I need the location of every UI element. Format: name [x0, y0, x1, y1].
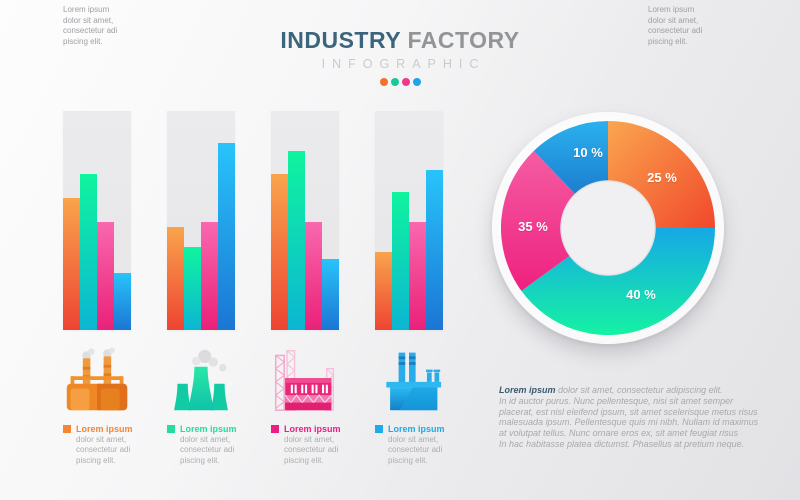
header-dot: [390, 78, 399, 86]
legend-title: Lorem ipsum: [76, 424, 133, 434]
pink-bar: [305, 222, 322, 330]
donut-percent-label: 40 %: [626, 287, 656, 302]
bar-panel-2: [167, 111, 235, 330]
orange-bar: [375, 252, 392, 330]
legend-item-3: Lorem ipsum dolor sit amet, consectetur ad…: [271, 424, 363, 466]
green-bar: [184, 247, 201, 330]
page-title: INDUSTRY FACTORY: [0, 27, 800, 54]
legend-item-2: Lorem ipsum dolor sit amet, consectetur ad…: [167, 424, 259, 466]
green-bar: [392, 192, 409, 330]
orange-factory-icon: [63, 347, 131, 413]
pink-bar: [409, 222, 426, 330]
bar-panel-4: [375, 111, 443, 330]
corner-note-right: Lorem ipsum dolor sit amet, consectetur …: [648, 5, 702, 47]
description-line: In hac habitasse platea dictumst. Phasel…: [499, 438, 745, 449]
title-factory: FACTORY: [407, 27, 520, 53]
blue-bar: [218, 143, 235, 330]
blue-bar: [114, 273, 131, 330]
legend-body-line: consectetur adi: [76, 445, 131, 454]
corner-note-line: piscing elit.: [648, 36, 688, 46]
pink-bar: [97, 222, 114, 330]
page-subtitle: INFOGRAPHIC: [321, 57, 486, 71]
title-industry: INDUSTRY: [280, 27, 401, 53]
donut-percent-label: 35 %: [518, 219, 548, 234]
bar-panel-1: [63, 111, 131, 330]
corner-note-line: Lorem ipsum: [63, 5, 110, 14]
corner-note-line: Lorem ipsum: [648, 5, 695, 14]
description-line: Lorem ipsum dolor sit amet, consectetur …: [499, 385, 771, 396]
legend-swatch: [375, 425, 383, 433]
corner-note-line: consectetur adi: [63, 26, 118, 35]
orange-bar: [63, 198, 80, 330]
legend-swatch: [63, 425, 71, 433]
description-lead: Lorem ipsum: [499, 385, 556, 395]
legend-body-line: piscing elit.: [388, 455, 428, 465]
header-dots: [0, 78, 800, 86]
legend-swatch: [271, 425, 279, 433]
corner-note-left: Lorem ipsum dolor sit amet, consectetur …: [63, 5, 117, 47]
legend-body-line: dolor sit amet,: [76, 434, 127, 444]
pink-bar: [201, 222, 218, 330]
donut-segment-40: [521, 228, 715, 335]
header-dot: [412, 78, 421, 86]
legend-title: Lorem ipsum: [388, 424, 445, 434]
orange-bar: [271, 174, 288, 330]
legend-body-line: dolor sit amet,: [388, 434, 439, 444]
legend-swatch: [167, 425, 175, 433]
description-line: In id auctor purus. Nunc pellentesque, n…: [499, 395, 734, 406]
legend-item-1: Lorem ipsum dolor sit amet, consectetur ad…: [63, 424, 155, 466]
orange-bar: [167, 227, 184, 330]
donut-percent-label: 25 %: [647, 170, 677, 185]
donut-segment-35: [501, 151, 608, 291]
header-dot: [379, 78, 388, 86]
pink-factory-icon: [271, 347, 339, 413]
description-line-rest: dolor sit amet, consectetur adipiscing e…: [555, 385, 723, 395]
corner-note-line: piscing elit.: [63, 36, 103, 46]
legend-body-line: piscing elit.: [76, 455, 116, 465]
corner-note-line: consectetur adi: [648, 26, 703, 35]
corner-note-line: dolor sit amet,: [648, 15, 699, 25]
description-line: malesuada ipsum. Pellentesque quis mi ni…: [499, 417, 759, 428]
blue-bar: [426, 170, 443, 330]
description-paragraph: Lorem ipsum dolor sit amet, consectetur …: [499, 385, 771, 450]
legend-body-line: consectetur adi: [388, 445, 443, 454]
legend-body-line: piscing elit.: [284, 455, 324, 465]
blue-bar: [322, 259, 339, 330]
legend-body-line: dolor sit amet,: [284, 434, 335, 444]
description-line: at volutpat tellus. Nunc ornare eros ex,…: [499, 428, 739, 439]
legend-body-line: consectetur adi: [284, 445, 339, 454]
legend-title: Lorem ipsum: [284, 424, 341, 434]
donut-percent-label: 10 %: [573, 145, 603, 160]
legend-item-4: Lorem ipsum dolor sit amet, consectetur ad…: [375, 424, 467, 466]
header: INDUSTRY FACTORY INFOGRAPHIC: [0, 27, 800, 86]
legend-title: Lorem ipsum: [180, 424, 237, 434]
header-dot: [401, 78, 410, 86]
green-cooling-towers-icon: [167, 347, 235, 413]
corner-note-line: dolor sit amet,: [63, 15, 114, 25]
green-bar: [288, 151, 305, 330]
blue-factory-icon: [375, 347, 443, 413]
donut-hole: [560, 180, 656, 276]
bar-panel-3: [271, 111, 339, 330]
legend-body-line: consectetur adi: [180, 445, 235, 454]
legend-body-line: dolor sit amet,: [180, 434, 231, 444]
green-bar: [80, 174, 97, 330]
description-line: placerat, est nisl eleifend ipsum, sit a…: [499, 406, 758, 417]
donut-chart: [501, 121, 715, 335]
legend-body-line: piscing elit.: [180, 455, 220, 465]
